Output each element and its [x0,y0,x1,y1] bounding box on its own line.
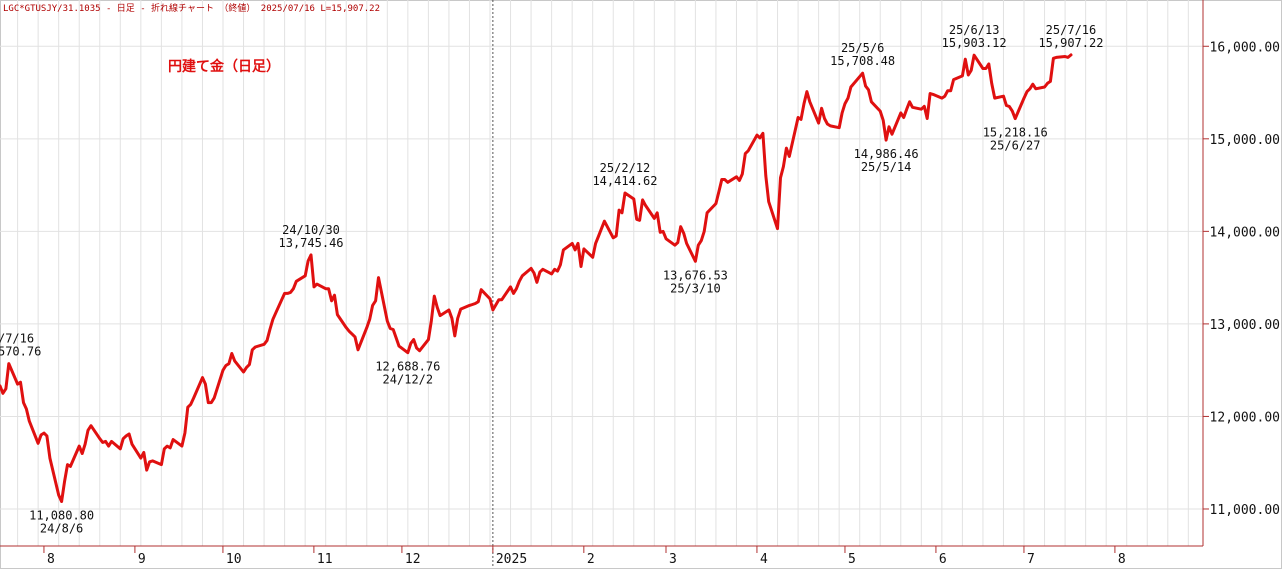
data-label: 25/7/16 15,907.22 [1038,23,1103,50]
price-line [0,53,1073,503]
data-label-line: 25/6/13 [949,23,1000,37]
data-label-line: 12,688.76 [375,360,440,374]
x-tick-label: 4 [760,552,768,567]
y-tick-label: 12,000.00 [1210,410,1280,425]
data-label: 14,986.46 25/5/14 [854,147,919,174]
x-tick-label: 7 [1027,552,1035,567]
data-label-line: 15,907.22 [1038,36,1103,50]
data-label: 12,688.76 24/12/2 [375,360,440,387]
x-tick-label: 2 [587,552,595,567]
data-label-line: 24/8/6 [40,522,83,536]
data-label-line: 15,218.16 [983,126,1048,140]
y-tick-label: 11,000.00 [1210,503,1280,518]
annotation-layer: 24/7/1612,570.7611,080.8024/8/624/10/301… [0,23,1103,536]
x-tick-label: 6 [939,552,947,567]
data-label: 13,676.53 25/3/10 [663,268,728,295]
chart-title: 円建て金（日足） [168,58,280,75]
data-label: 24/10/30 13,745.46 [279,223,344,250]
data-label: 11,080.80 24/8/6 [29,509,94,536]
data-label-line: 15,903.12 [942,36,1007,50]
x-tick-label: 5 [848,552,856,567]
series-layer [0,53,1073,503]
grid-layer [0,0,1203,566]
data-label-line: 13,676.53 [663,268,728,282]
x-tick-label: 2025 [496,552,527,567]
data-label-line: 25/3/10 [670,281,721,295]
x-tick-label: 8 [47,552,55,567]
y-tick-label: 15,000.00 [1210,133,1280,148]
x-tick-label: 3 [669,552,677,567]
data-label-line: 25/2/12 [600,161,651,175]
data-label: 24/7/1612,570.76 [0,332,41,359]
data-label-line: 25/7/16 [1046,23,1097,37]
data-label: 25/2/12 14,414.62 [592,161,657,188]
x-tick-label: 8 [1118,552,1126,567]
data-label: 25/6/13 15,903.12 [942,23,1007,50]
x-tick-label: 9 [138,552,146,567]
data-label-line: 12,570.76 [0,345,41,359]
data-label-line: 11,080.80 [29,509,94,523]
x-tick-label: 12 [405,552,421,567]
data-label-line: 24/12/2 [383,373,434,387]
x-tick-label: 10 [226,552,242,567]
data-label-line: 14,414.62 [592,174,657,188]
x-tick-label: 11 [317,552,333,567]
data-label: 15,218.16 25/6/27 [983,126,1048,153]
data-label: 25/5/6 15,708.48 [830,41,895,68]
data-label-line: 24/10/30 [282,223,340,237]
data-label-line: 25/5/6 [841,41,884,55]
data-label-line: 24/7/16 [0,332,34,346]
y-tick-label: 14,000.00 [1210,225,1280,240]
data-label-line: 25/6/27 [990,139,1041,153]
y-tick-label: 16,000.00 [1210,40,1280,55]
data-label-line: 13,745.46 [279,236,344,250]
data-label-line: 25/5/14 [861,160,912,174]
data-label-line: 14,986.46 [854,147,919,161]
y-tick-label: 13,000.00 [1210,318,1280,333]
data-label-line: 15,708.48 [830,54,895,68]
chart-header: LGC*GTUSJY/31.1035 - 日足 - 折れ線チャート （終値） 2… [3,2,380,14]
